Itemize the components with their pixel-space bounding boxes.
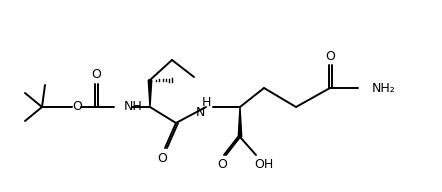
- Polygon shape: [238, 107, 242, 137]
- Text: N: N: [195, 105, 205, 118]
- Text: O: O: [325, 50, 335, 63]
- Text: NH₂: NH₂: [372, 81, 396, 94]
- Text: O: O: [72, 100, 82, 113]
- Text: NH: NH: [124, 100, 143, 113]
- Text: O: O: [217, 157, 227, 170]
- Text: OH: OH: [255, 159, 274, 171]
- Polygon shape: [148, 80, 152, 107]
- Text: H: H: [201, 97, 211, 109]
- Text: O: O: [91, 69, 101, 81]
- Text: O: O: [157, 151, 167, 165]
